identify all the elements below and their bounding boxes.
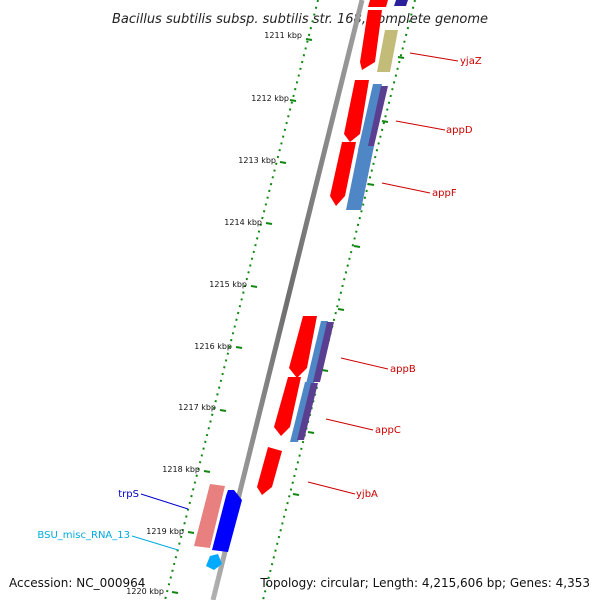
tick-label: 1215 kbp: [209, 280, 247, 289]
cds-arrow[interactable]: [289, 316, 317, 378]
blast-segment[interactable]: [313, 322, 334, 382]
blast-segment[interactable]: [394, 0, 408, 6]
tick: 1213 kbp: [238, 156, 287, 165]
cds-arrow[interactable]: [257, 447, 282, 495]
blast-segment[interactable]: [297, 383, 318, 440]
tick-label: 1216 kbp: [194, 342, 232, 351]
tick-label: 1214 kbp: [224, 218, 262, 227]
trna-arrow[interactable]: [212, 490, 242, 552]
tick: 1220 kbp: [126, 587, 179, 596]
blast-segment[interactable]: [377, 30, 398, 72]
tick: 1215 kbp: [209, 280, 258, 289]
gene-label-appB[interactable]: appB: [390, 364, 416, 375]
tick: 1217 kbp: [178, 403, 227, 412]
gene-labels: yjaZ appD appF appB appC yjbA trpS BSU_m…: [37, 56, 481, 541]
tick-group: 1211 kbp 1212 kbp 1213 kbp 1214 kbp 1215…: [126, 31, 313, 596]
inner-ticks: [292, 56, 405, 496]
inner-ruler: [262, 0, 416, 600]
tick-label: 1219 kbp: [146, 527, 184, 536]
tick-label: 1212 kbp: [251, 94, 289, 103]
cds-arrow[interactable]: [274, 377, 301, 436]
gene-label-misc-rna[interactable]: BSU_misc_RNA_13: [37, 530, 130, 541]
cds-arrow[interactable]: [368, 0, 388, 7]
tick: 1212 kbp: [251, 94, 297, 103]
cds-arrow[interactable]: [330, 142, 356, 206]
accession-text: Accession: NC_000964: [9, 576, 145, 590]
tick: 1211 kbp: [264, 31, 313, 41]
blast-segment[interactable]: [346, 146, 374, 210]
tick-label: 1220 kbp: [126, 587, 164, 596]
gene-label-yjbA[interactable]: yjbA: [356, 489, 378, 500]
blast-segment[interactable]: [306, 321, 328, 384]
tick-label: 1213 kbp: [238, 156, 276, 165]
genome-summary-text: Topology: circular; Length: 4,215,606 bp…: [259, 576, 590, 590]
reverse-features: [194, 484, 242, 570]
gene-segment[interactable]: [194, 484, 225, 548]
gene-label-trpS[interactable]: trpS: [118, 489, 139, 500]
gene-label-yjaZ[interactable]: yjaZ: [460, 56, 482, 67]
blast-segment[interactable]: [290, 382, 313, 442]
cds-arrow[interactable]: [360, 10, 382, 70]
map-title: Bacillus subtilis subsp. subtilis str. 1…: [112, 12, 488, 27]
tick-label: 1218 kbp: [162, 465, 200, 474]
gene-label-appF[interactable]: appF: [432, 188, 457, 199]
forward-features: [257, 0, 408, 495]
gene-label-appD[interactable]: appD: [446, 125, 473, 136]
cds-arrow[interactable]: [344, 80, 369, 142]
tick: 1218 kbp: [162, 465, 211, 474]
misc-rna-feature[interactable]: [206, 554, 222, 570]
tick: 1219 kbp: [146, 527, 195, 536]
tick: 1214 kbp: [224, 218, 273, 227]
gene-label-appC[interactable]: appC: [375, 425, 401, 436]
tick-label: 1217 kbp: [178, 403, 216, 412]
label-callouts: [131, 52, 459, 551]
blast-segment[interactable]: [358, 84, 382, 150]
blast-segment[interactable]: [368, 86, 388, 146]
tick: 1216 kbp: [194, 342, 243, 351]
tick-label: 1211 kbp: [264, 31, 302, 40]
scale-ruler: [164, 0, 319, 600]
